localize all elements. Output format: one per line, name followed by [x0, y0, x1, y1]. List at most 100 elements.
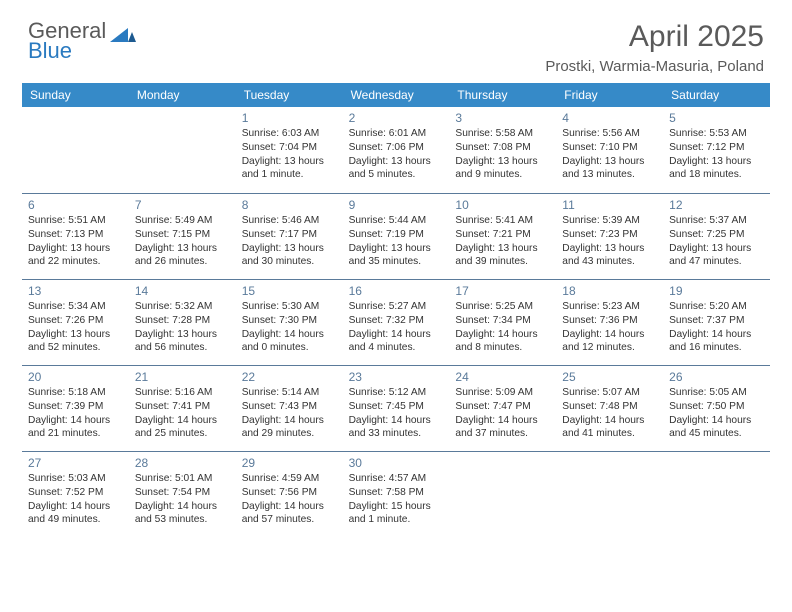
- day-number: 16: [349, 283, 444, 299]
- day-sunrise: Sunrise: 5:03 AM: [28, 472, 123, 486]
- day-daylight: Daylight: 14 hours and 37 minutes.: [455, 414, 550, 442]
- calendar-cell: 4Sunrise: 5:56 AMSunset: 7:10 PMDaylight…: [556, 107, 663, 193]
- calendar-cell: 2Sunrise: 6:01 AMSunset: 7:06 PMDaylight…: [343, 107, 450, 193]
- calendar-cell: 9Sunrise: 5:44 AMSunset: 7:19 PMDaylight…: [343, 193, 450, 279]
- calendar-cell: [556, 451, 663, 537]
- calendar-cell: [129, 107, 236, 193]
- day-number: 9: [349, 197, 444, 213]
- weekday-header: Wednesday: [343, 83, 450, 107]
- day-sunset: Sunset: 7:48 PM: [562, 400, 657, 414]
- day-daylight: Daylight: 14 hours and 4 minutes.: [349, 328, 444, 356]
- calendar-cell: 18Sunrise: 5:23 AMSunset: 7:36 PMDayligh…: [556, 279, 663, 365]
- day-sunrise: Sunrise: 5:56 AM: [562, 127, 657, 141]
- day-sunset: Sunset: 7:26 PM: [28, 314, 123, 328]
- day-sunrise: Sunrise: 6:01 AM: [349, 127, 444, 141]
- day-sunrise: Sunrise: 5:09 AM: [455, 386, 550, 400]
- day-number: 10: [455, 197, 550, 213]
- day-sunset: Sunset: 7:43 PM: [242, 400, 337, 414]
- day-sunset: Sunset: 7:39 PM: [28, 400, 123, 414]
- logo-line2: Blue: [28, 40, 106, 62]
- calendar-cell: 25Sunrise: 5:07 AMSunset: 7:48 PMDayligh…: [556, 365, 663, 451]
- calendar-cell: 26Sunrise: 5:05 AMSunset: 7:50 PMDayligh…: [663, 365, 770, 451]
- day-sunset: Sunset: 7:32 PM: [349, 314, 444, 328]
- day-sunrise: Sunrise: 5:46 AM: [242, 214, 337, 228]
- day-daylight: Daylight: 14 hours and 12 minutes.: [562, 328, 657, 356]
- calendar-cell: 17Sunrise: 5:25 AMSunset: 7:34 PMDayligh…: [449, 279, 556, 365]
- day-sunset: Sunset: 7:06 PM: [349, 141, 444, 155]
- day-daylight: Daylight: 13 hours and 26 minutes.: [135, 242, 230, 270]
- day-sunset: Sunset: 7:23 PM: [562, 228, 657, 242]
- calendar-grid: 1Sunrise: 6:03 AMSunset: 7:04 PM Daylight…: [22, 107, 770, 537]
- day-sunset: Sunset: 7:21 PM: [455, 228, 550, 242]
- calendar-cell: 21Sunrise: 5:16 AMSunset: 7:41 PMDayligh…: [129, 365, 236, 451]
- day-number: 25: [562, 369, 657, 385]
- day-number: 26: [669, 369, 764, 385]
- day-daylight: Daylight: 14 hours and 25 minutes.: [135, 414, 230, 442]
- calendar-cell: [449, 451, 556, 537]
- day-number: 11: [562, 197, 657, 213]
- day-sunrise: Sunrise: 4:59 AM: [242, 472, 337, 486]
- calendar-cell: [22, 107, 129, 193]
- calendar-cell: 22Sunrise: 5:14 AMSunset: 7:43 PMDayligh…: [236, 365, 343, 451]
- day-daylight: Daylight: 15 hours and 1 minute.: [349, 500, 444, 528]
- calendar-cell: 3Sunrise: 5:58 AMSunset: 7:08 PMDaylight…: [449, 107, 556, 193]
- day-sunrise: Sunrise: 5:53 AM: [669, 127, 764, 141]
- day-daylight: Daylight: 13 hours and 18 minutes.: [669, 155, 764, 183]
- weekday-header: Sunday: [22, 83, 129, 107]
- calendar-cell: 16Sunrise: 5:27 AMSunset: 7:32 PMDayligh…: [343, 279, 450, 365]
- weekday-header: Tuesday: [236, 83, 343, 107]
- day-number: 30: [349, 455, 444, 471]
- calendar-cell: 28Sunrise: 5:01 AMSunset: 7:54 PMDayligh…: [129, 451, 236, 537]
- day-sunset: Sunset: 7:36 PM: [562, 314, 657, 328]
- day-number: 28: [135, 455, 230, 471]
- day-number: 18: [562, 283, 657, 299]
- calendar-cell: 11Sunrise: 5:39 AMSunset: 7:23 PMDayligh…: [556, 193, 663, 279]
- day-sunrise: Sunrise: 5:27 AM: [349, 300, 444, 314]
- calendar-cell: 27Sunrise: 5:03 AMSunset: 7:52 PMDayligh…: [22, 451, 129, 537]
- calendar-cell: 20Sunrise: 5:18 AMSunset: 7:39 PMDayligh…: [22, 365, 129, 451]
- day-daylight: Daylight: 13 hours and 22 minutes.: [28, 242, 123, 270]
- day-number: 13: [28, 283, 123, 299]
- day-number: 12: [669, 197, 764, 213]
- day-sunset: Sunset: 7:41 PM: [135, 400, 230, 414]
- calendar-cell: 29Sunrise: 4:59 AMSunset: 7:56 PMDayligh…: [236, 451, 343, 537]
- day-number: 17: [455, 283, 550, 299]
- calendar-cell: 8Sunrise: 5:46 AMSunset: 7:17 PMDaylight…: [236, 193, 343, 279]
- day-daylight: Daylight: 14 hours and 49 minutes.: [28, 500, 123, 528]
- day-daylight: Daylight: 14 hours and 21 minutes.: [28, 414, 123, 442]
- logo-mark-icon: [110, 22, 136, 42]
- day-sunset: Sunset: 7:54 PM: [135, 486, 230, 500]
- day-sunset: Sunset: 7:28 PM: [135, 314, 230, 328]
- day-sunset: Sunset: 7:50 PM: [669, 400, 764, 414]
- day-daylight: Daylight: 14 hours and 53 minutes.: [135, 500, 230, 528]
- day-sunrise: Sunrise: 5:32 AM: [135, 300, 230, 314]
- day-sunrise: Sunrise: 5:07 AM: [562, 386, 657, 400]
- day-daylight: Daylight: 13 hours and 39 minutes.: [455, 242, 550, 270]
- calendar-cell: 24Sunrise: 5:09 AMSunset: 7:47 PMDayligh…: [449, 365, 556, 451]
- day-sunrise: Sunrise: 5:01 AM: [135, 472, 230, 486]
- day-number: 19: [669, 283, 764, 299]
- day-number: 6: [28, 197, 123, 213]
- day-sunset: Sunset: 7:04 PM: [242, 141, 337, 155]
- day-sunset: Sunset: 7:52 PM: [28, 486, 123, 500]
- day-sunrise: Sunrise: 5:05 AM: [669, 386, 764, 400]
- day-sunrise: Sunrise: 5:49 AM: [135, 214, 230, 228]
- day-sunrise: Sunrise: 5:23 AM: [562, 300, 657, 314]
- day-sunrise: Sunrise: 5:34 AM: [28, 300, 123, 314]
- day-daylight: Daylight: 13 hours and 5 minutes.: [349, 155, 444, 183]
- weekday-header: Monday: [129, 83, 236, 107]
- calendar-cell: 15Sunrise: 5:30 AMSunset: 7:30 PMDayligh…: [236, 279, 343, 365]
- day-sunrise: Sunrise: 6:03 AM: [242, 127, 337, 141]
- day-sunrise: Sunrise: 5:39 AM: [562, 214, 657, 228]
- day-number: 4: [562, 110, 657, 126]
- day-number: 1: [242, 110, 337, 126]
- calendar-cell: 5Sunrise: 5:53 AMSunset: 7:12 PMDaylight…: [663, 107, 770, 193]
- day-sunrise: Sunrise: 5:18 AM: [28, 386, 123, 400]
- day-sunrise: Sunrise: 5:30 AM: [242, 300, 337, 314]
- day-sunset: Sunset: 7:25 PM: [669, 228, 764, 242]
- day-sunset: Sunset: 7:08 PM: [455, 141, 550, 155]
- day-sunset: Sunset: 7:37 PM: [669, 314, 764, 328]
- day-sunrise: Sunrise: 5:41 AM: [455, 214, 550, 228]
- day-sunset: Sunset: 7:34 PM: [455, 314, 550, 328]
- day-daylight: Daylight: 13 hours and 30 minutes.: [242, 242, 337, 270]
